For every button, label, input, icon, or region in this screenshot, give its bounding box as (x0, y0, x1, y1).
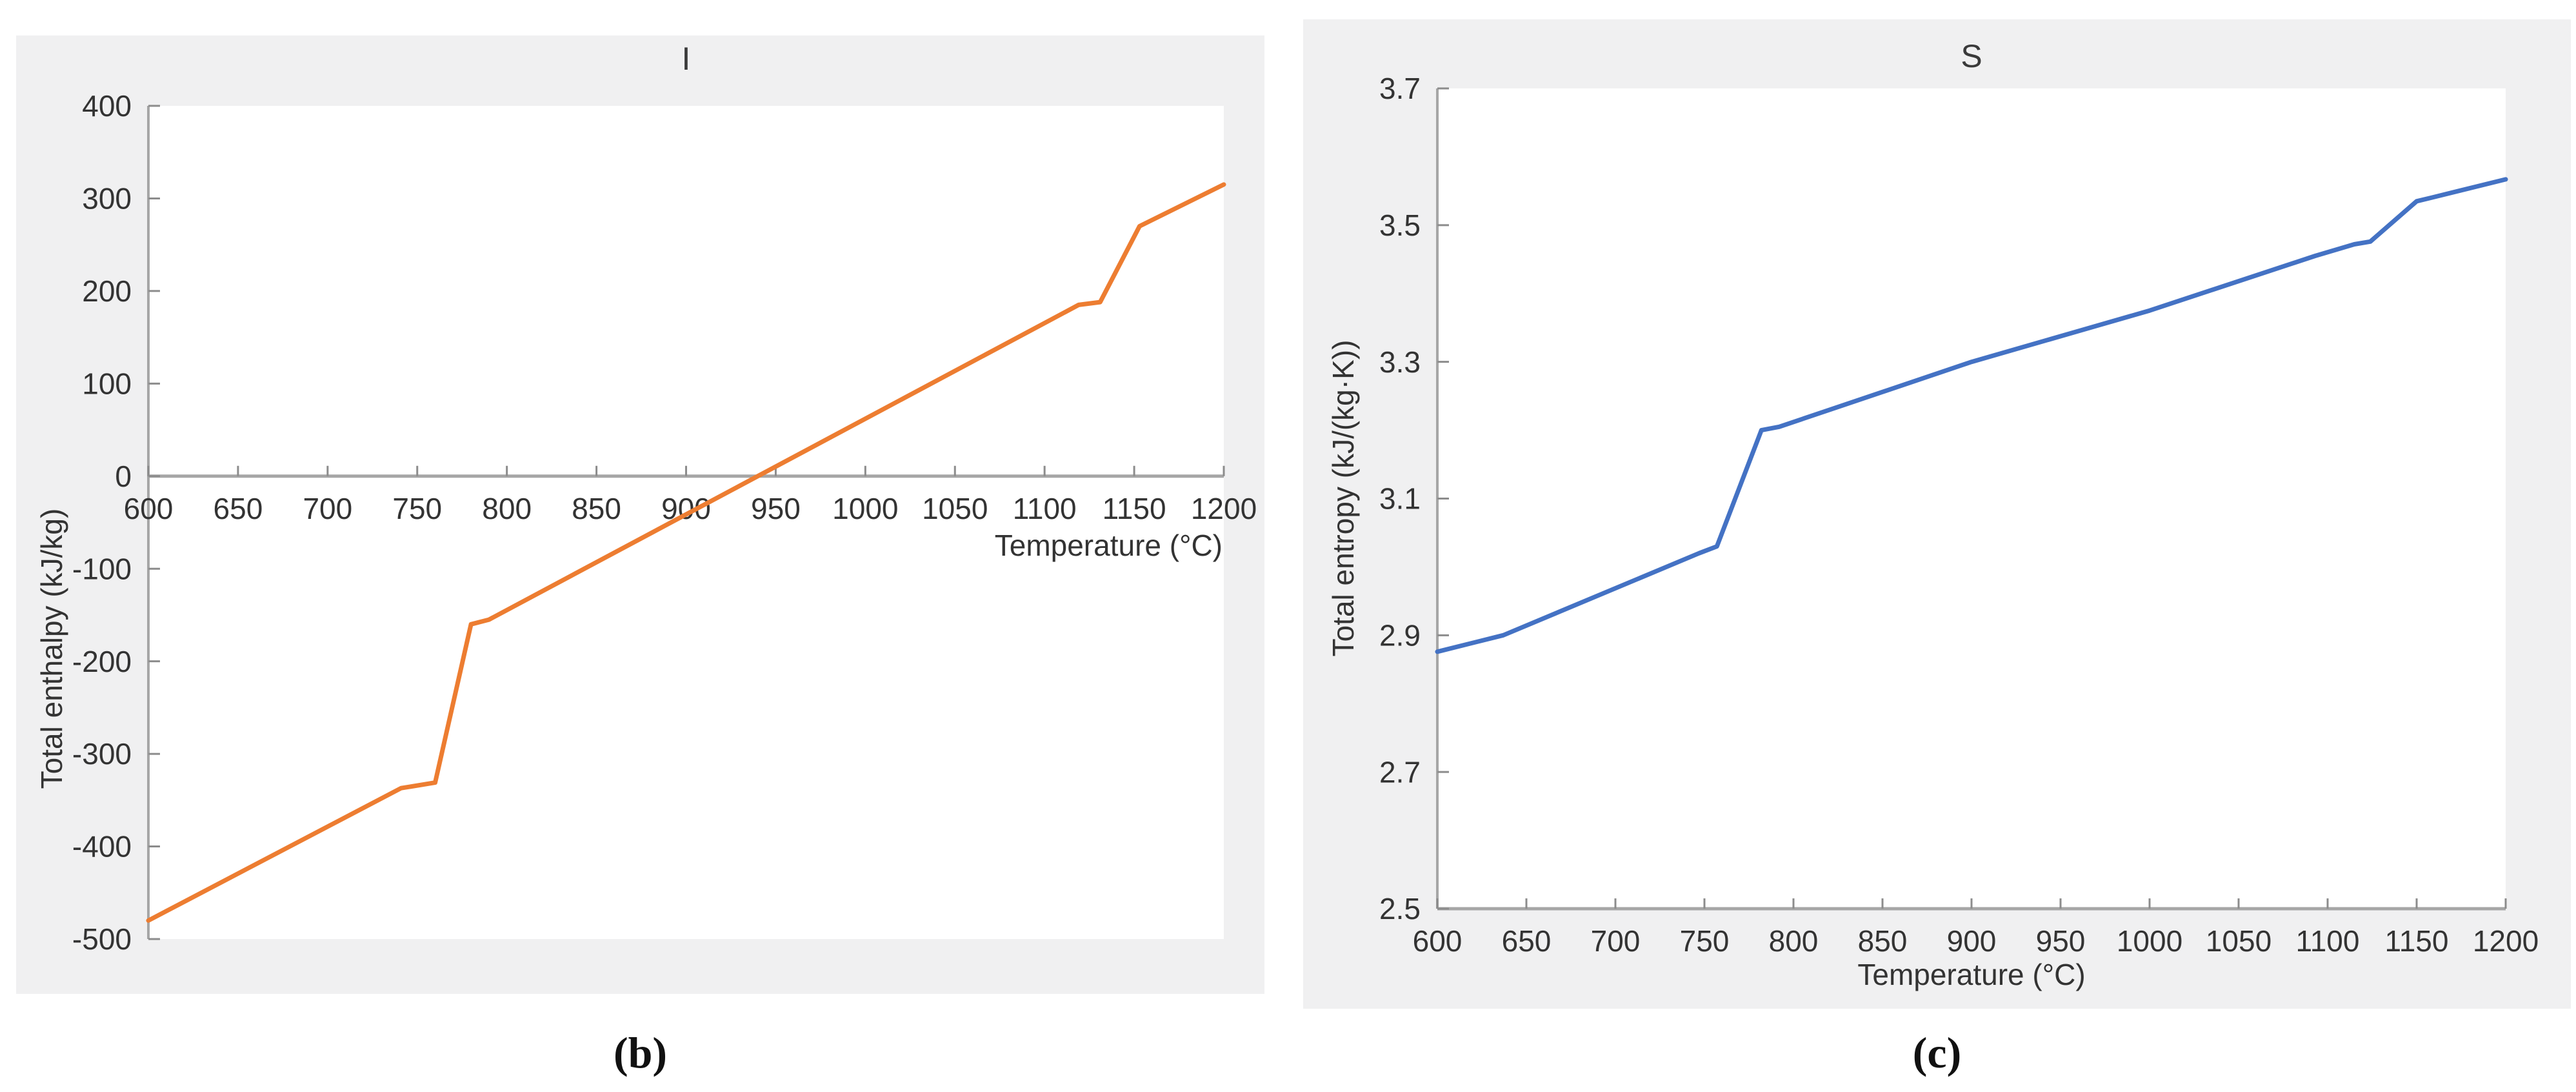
entropy-y-axis-title: Total entropy (kJ/(kg·K)) (1326, 339, 1360, 657)
entropy-chart-title: S (1961, 38, 1982, 74)
x-tick-label: 600 (1413, 924, 1463, 958)
enthalpy-x-axis-title: Temperature (°C) (994, 529, 1223, 562)
x-tick-label: 1050 (2206, 924, 2271, 958)
x-tick-label: 1200 (1191, 492, 1257, 525)
x-tick-label: 650 (214, 492, 263, 525)
y-tick-label: 2.9 (1379, 618, 1421, 652)
entropy-figure-panel: 3.7 3.5 3.3 3.1 2.9 2.7 2.5 600 650 700 750 800 850 9… (1303, 19, 2571, 1009)
x-tick-label: 800 (1769, 924, 1819, 958)
x-tick-label: 850 (572, 492, 621, 525)
x-tick-label: 1150 (1103, 492, 1166, 525)
x-tick-label: 900 (661, 492, 711, 525)
x-tick-label: 1200 (2473, 924, 2539, 958)
x-tick-label: 1100 (1013, 492, 1077, 525)
x-tick-label: 1100 (2296, 924, 2360, 958)
x-tick-label: 1050 (922, 492, 988, 525)
y-tick-label: 2.7 (1379, 755, 1421, 789)
y-tick-label: -400 (72, 830, 132, 864)
y-tick-label: 100 (82, 367, 132, 400)
figure-caption-b: (b) (613, 1028, 668, 1077)
x-tick-label: 750 (1680, 924, 1730, 958)
y-tick-label: 300 (82, 182, 132, 216)
y-tick-label: -100 (72, 552, 132, 585)
plot-area (148, 106, 1224, 939)
y-tick-label: 2.5 (1379, 892, 1421, 925)
figure-caption-c: (c) (1912, 1028, 1962, 1077)
x-tick-label: 900 (1947, 924, 1997, 958)
y-tick-label: -200 (72, 645, 132, 678)
enthalpy-figure-panel: 400 300 200 100 0 -100 -200 -300 -400 -500 600 650 7… (16, 35, 1264, 994)
x-tick-label: 950 (2036, 924, 2086, 958)
y-tick-label: 3.3 (1379, 345, 1421, 379)
x-tick-label: 700 (303, 492, 352, 525)
x-tick-label: 850 (1858, 924, 1908, 958)
x-tick-label: 1000 (2117, 924, 2182, 958)
x-tick-label: 600 (124, 492, 174, 525)
entropy-x-axis-title: Temperature (°C) (1857, 958, 2086, 991)
x-tick-label: 950 (751, 492, 801, 525)
y-tick-label: 3.7 (1379, 72, 1421, 105)
x-tick-label: 1000 (832, 492, 898, 525)
series-line-total-enthalpy (146, 182, 1226, 923)
y-tick-label: -300 (72, 737, 132, 771)
series-line-total-entropy (1435, 177, 2508, 654)
plot-area (1437, 88, 2506, 909)
y-tick-label: 400 (82, 89, 132, 123)
x-tick-label: 700 (1591, 924, 1641, 958)
y-tick-label: -500 (72, 922, 132, 956)
y-tick-label: 0 (115, 460, 132, 493)
x-tick-label: 800 (482, 492, 532, 525)
x-tick-label: 1150 (2385, 924, 2449, 958)
x-tick-label: 650 (1502, 924, 1552, 958)
y-tick-label: 3.5 (1379, 208, 1421, 242)
y-tick-label: 3.1 (1379, 482, 1421, 516)
x-tick-label: 750 (392, 492, 442, 525)
y-tick-label: 200 (82, 274, 132, 308)
enthalpy-chart-title: I (681, 41, 691, 77)
enthalpy-y-axis-title: Total enthalpy (kJ/kg) (35, 508, 68, 789)
